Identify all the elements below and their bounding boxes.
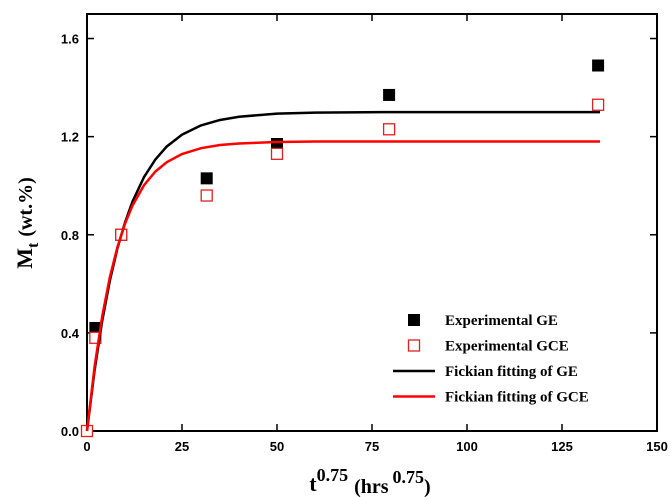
fit-line [85,140,600,432]
x-tick-label: 75 [365,439,379,454]
legend-label: Fickian fitting of GE [445,364,578,380]
marker [200,172,213,185]
x-tick-label: 150 [646,439,668,454]
y-tick-label: 1.6 [61,32,79,47]
x-tick-label: 100 [456,439,478,454]
y-tick-label: 0.8 [61,228,79,243]
marker [89,321,102,334]
marker [592,59,605,72]
y-axis-label: Mt(wt.%) [12,177,42,269]
marker [383,88,396,101]
legend-marker [407,339,421,352]
marker [270,147,284,160]
y-tick-label: 0.0 [61,424,79,439]
x-tick-label: 50 [270,439,284,454]
legend-marker [408,314,420,326]
legend-label: Fickian fitting of GCE [445,390,589,406]
y-tick-label: 0.4 [61,326,80,341]
x-axis-label: t0.75(hrs 0.75) [309,465,430,497]
x-tick-label: 25 [175,439,189,454]
marker [382,123,396,136]
y-tick-label: 1.2 [61,130,79,145]
marker [591,98,605,111]
fit-line [85,110,600,432]
legend-label: Experimental GE [445,313,558,329]
marker [200,189,213,202]
marker [89,331,102,344]
legend-label: Experimental GCE [445,339,569,355]
x-tick-label: 125 [551,439,573,454]
plot-frame [86,13,658,432]
x-tick-label: 0 [83,439,90,454]
